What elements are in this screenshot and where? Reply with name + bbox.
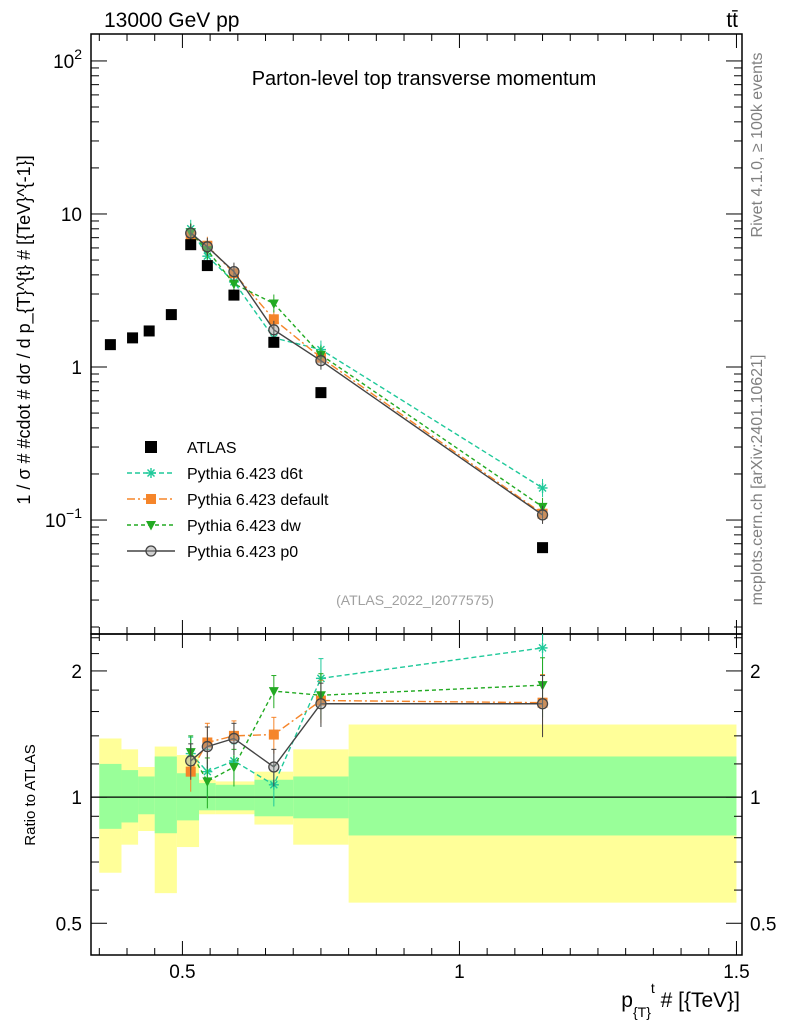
legend-marker (145, 441, 157, 453)
ratio-point-dw (268, 687, 279, 697)
ratio-point-dw (202, 777, 213, 787)
ratio-y-tick-label: 0.5 (56, 914, 82, 935)
ratio-point-p0 (268, 761, 280, 773)
series-point-p0 (185, 227, 197, 239)
data-point-atlas (268, 336, 280, 348)
header-energy: 13000 GeV pp (104, 9, 239, 32)
ratio-y-axis-label: Ratio to ATLAS (22, 744, 39, 845)
series-point-dw (228, 279, 239, 290)
ratio-y-tick-label: 2 (71, 662, 82, 683)
series-point-p0 (536, 509, 549, 521)
header-process: tt̄ (726, 9, 738, 32)
y-tick-label: 10−1 (45, 505, 82, 532)
legend-label: Pythia 6.423 d6t (187, 466, 303, 483)
ratio-band-inner (348, 756, 737, 836)
ratio-y-tick-label-right: 1 (750, 788, 761, 809)
star-stroke (538, 643, 547, 652)
ratio-band-inner (138, 776, 155, 815)
legend-label: Pythia 6.423 default (187, 492, 329, 509)
series-point-p0 (228, 265, 240, 278)
ratio-point-p0 (201, 740, 213, 753)
data-point-atlas (104, 339, 116, 351)
ratio-band-inner (121, 770, 139, 823)
ratio-point-p0 (315, 698, 327, 710)
ratio-frame (90, 633, 743, 956)
data-point-atlas (537, 542, 549, 554)
ratio-band-inner (99, 763, 122, 829)
data-point-atlas (315, 387, 327, 399)
series-point-default (268, 314, 279, 325)
y-tick-label: 102 (53, 46, 82, 73)
legend-marker (146, 494, 156, 504)
x-axis-label: p{T}t # [{TeV}] (621, 980, 740, 1020)
legend-entry: Pythia 6.423 p0 (127, 544, 298, 561)
series-line-d6t (190, 228, 543, 489)
analysis-label: (ATLAS_2022_I2077575) (336, 592, 494, 608)
ratio-point-dw (228, 762, 239, 773)
legend-marker (146, 521, 156, 531)
y-axis-label: 1 / σ # #cdot # dσ / d p_{T}^{t} # [{TeV… (14, 155, 35, 504)
legend-label: Pythia 6.423 dw (187, 518, 301, 535)
ratio-point-default (268, 729, 279, 740)
main-panel: Parton-level top transverse momentum (AT… (14, 33, 743, 635)
legend-entry: ATLAS (145, 440, 237, 457)
ratio-bands (99, 724, 737, 903)
legend-marker (145, 545, 157, 557)
ratio-y-tick-label-right: 0.5 (750, 914, 776, 935)
series-line-p0 (190, 232, 543, 516)
ratio-panel: Ratio to ATLAS 0.5 1 1.5 0.5 0.5 1 1 2 2 (22, 633, 776, 983)
series-point-d6t (537, 482, 548, 493)
legend-entry: Pythia 6.423 d6t (127, 466, 303, 483)
side-label-mcplots: mcplots.cern.ch [arXiv:2401.10621] (749, 355, 766, 606)
legend-entry: Pythia 6.423 default (127, 492, 329, 509)
y-tick-label: 10 (61, 205, 82, 226)
series-line-dw (190, 231, 543, 508)
ratio-point-p0 (228, 732, 240, 745)
series-point-p0 (315, 355, 327, 367)
legend: ATLAS Pythia 6.423 d6t Pythia 6.423 defaul… (127, 440, 329, 561)
ratio-y-tick-label-right: 2 (750, 662, 761, 683)
x-tick-label: 1.5 (723, 962, 749, 983)
series-point-dw (268, 299, 279, 310)
legend-entry: Pythia 6.423 dw (127, 518, 301, 535)
y-tick-label: 1 (71, 358, 82, 379)
ratio-point-p0 (185, 755, 197, 767)
ratio-line-p0 (190, 703, 543, 768)
series-point-p0 (201, 241, 213, 253)
legend-label: ATLAS (187, 440, 237, 457)
ratio-band-inner (154, 756, 177, 834)
star-stroke (147, 469, 155, 477)
ratio-point-p0 (536, 698, 549, 710)
star-stroke (538, 483, 547, 492)
x-tick-label: 0.5 (169, 962, 195, 983)
x-tick-label: 1 (454, 962, 465, 983)
legend-marker (146, 468, 156, 478)
data-point-atlas (165, 309, 177, 321)
series-point-p0 (268, 324, 280, 336)
data-point-atlas (201, 260, 213, 272)
ratio-plot-area (185, 634, 549, 809)
side-label-rivet: Rivet 4.1.0, ≥ 100k events (749, 53, 766, 238)
ratio-line-dw (190, 684, 543, 783)
data-point-atlas (143, 325, 155, 337)
ratio-point-d6t (537, 642, 548, 653)
main-plot-area (104, 219, 549, 554)
ratio-y-tick-label: 1 (71, 788, 82, 809)
data-point-atlas (228, 289, 240, 301)
legend-label: Pythia 6.423 p0 (187, 544, 298, 561)
data-point-atlas (185, 239, 197, 251)
data-point-atlas (127, 332, 139, 344)
chart-title: Parton-level top transverse momentum (252, 68, 597, 90)
